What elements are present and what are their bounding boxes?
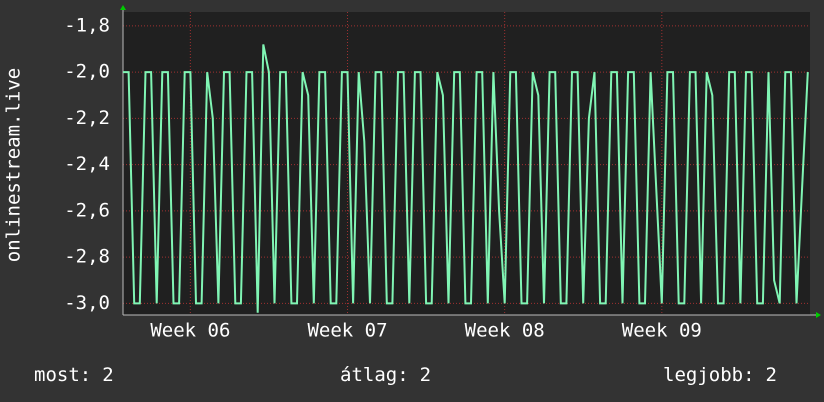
summary-label: átlag: — [340, 364, 409, 386]
x-tick-label: Week 06 — [150, 320, 230, 342]
axis-arrow — [816, 312, 821, 318]
x-tick-label: Week 09 — [622, 320, 702, 342]
y-tick-label: -2,8 — [64, 246, 110, 268]
y-tick-label: -2,0 — [64, 61, 110, 83]
summary-item: most: 2 — [34, 364, 114, 386]
axis-arrow — [120, 5, 126, 10]
x-tick-label: Week 08 — [465, 320, 545, 342]
summary: most: 2 átlag: 2 legjobb: 2 — [34, 364, 777, 386]
summary-value: 2 — [766, 364, 777, 386]
summary-label: legjobb: — [663, 364, 755, 386]
y-tick-label: -2,2 — [64, 107, 110, 129]
summary-item: átlag: 2 — [340, 364, 431, 386]
summary-label: most: — [34, 364, 91, 386]
summary-value: 2 — [102, 364, 113, 386]
y-tick-label: -2,6 — [64, 199, 110, 221]
x-tick-label: Week 07 — [307, 320, 387, 342]
summary-item: legjobb: 2 — [663, 364, 777, 386]
summary-value: 2 — [420, 364, 431, 386]
y-axis-label: onlinestream.live — [3, 68, 25, 262]
data-line — [123, 44, 809, 313]
y-tick-label: -3,0 — [64, 292, 110, 314]
y-tick-label: -1,8 — [64, 14, 110, 36]
y-tick-label: -2,4 — [64, 153, 110, 175]
plot-area — [123, 12, 810, 315]
